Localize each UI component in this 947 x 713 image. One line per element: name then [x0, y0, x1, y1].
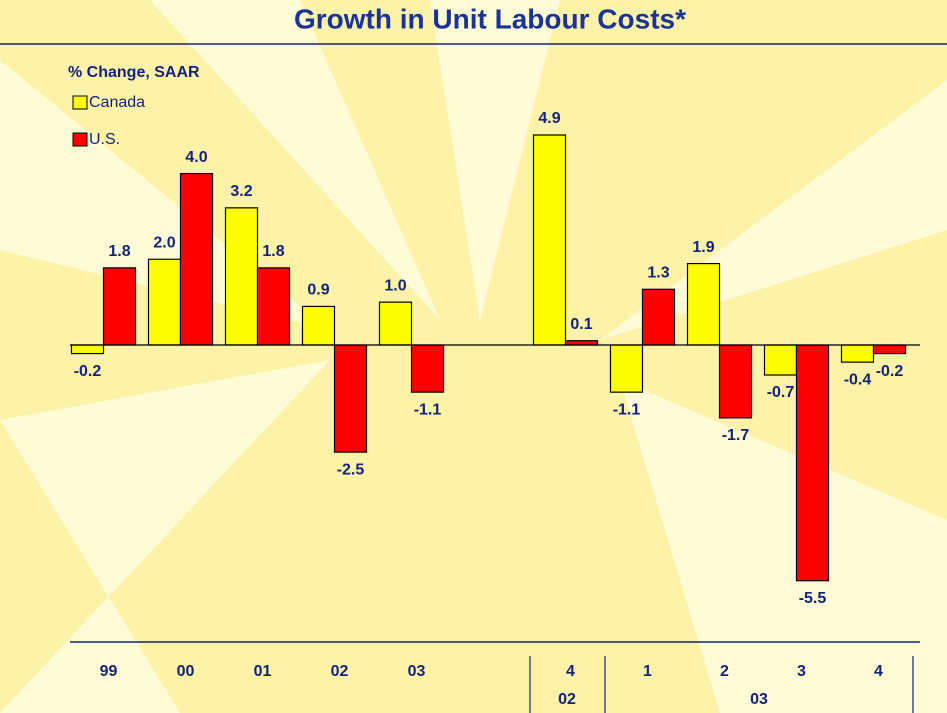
x-tick-label: 02	[331, 663, 349, 680]
legend-swatch	[72, 132, 88, 147]
x-tick-label: 00	[177, 663, 195, 680]
legend-label: U.S.	[89, 131, 120, 148]
bar	[179, 172, 214, 346]
data-label: 1.8	[108, 243, 130, 260]
bar	[641, 288, 676, 346]
bar	[718, 344, 753, 419]
bar	[872, 344, 907, 355]
bar	[609, 344, 644, 393]
x-tick-label: 3	[797, 663, 806, 680]
data-label: -0.2	[876, 363, 904, 380]
x-tick-label: 03	[408, 663, 426, 680]
bar	[70, 344, 105, 355]
bar	[102, 267, 137, 346]
bar	[333, 344, 368, 453]
x-tick-label: 2	[720, 663, 729, 680]
bar	[686, 262, 721, 346]
legend-label: Canada	[89, 94, 145, 111]
x-tick-label: 1	[643, 663, 652, 680]
data-label: -5.5	[799, 590, 827, 607]
data-label: -1.1	[613, 401, 641, 418]
data-label: 0.9	[307, 282, 329, 299]
data-label: 0.1	[570, 316, 592, 333]
data-label: 2.0	[153, 235, 175, 252]
y-axis-label: % Change, SAAR	[68, 64, 200, 81]
x-tick-label: 4	[874, 663, 883, 680]
bar	[532, 134, 567, 346]
data-label: 1.0	[384, 277, 406, 294]
data-label: -1.1	[414, 401, 442, 418]
data-label: 1.9	[692, 239, 714, 256]
bar	[147, 258, 182, 346]
data-label: -1.7	[722, 427, 750, 444]
x-tick-label: 99	[100, 663, 118, 680]
x-tick-label: 4	[566, 663, 575, 680]
data-label: -0.7	[767, 384, 795, 401]
group-label: 02	[558, 691, 576, 708]
bar	[840, 344, 875, 363]
bar	[224, 207, 259, 346]
bar	[763, 344, 798, 376]
bar	[378, 301, 413, 346]
data-label: 4.0	[185, 149, 207, 166]
data-label: 1.8	[262, 243, 284, 260]
x-tick-label: 01	[254, 663, 272, 680]
data-label: -2.5	[337, 461, 365, 478]
bar	[256, 267, 291, 346]
chart-title: Growth in Unit Labour Costs*	[294, 3, 686, 34]
data-label: -0.2	[74, 363, 102, 380]
bar	[564, 340, 599, 346]
bar	[301, 305, 336, 346]
bar	[410, 344, 445, 393]
data-label: 4.9	[538, 110, 560, 127]
data-label: 1.3	[647, 265, 669, 282]
data-label: -0.4	[844, 371, 872, 388]
group-label: 03	[750, 691, 768, 708]
bar	[795, 344, 830, 582]
legend-swatch	[72, 95, 88, 110]
data-label: 3.2	[230, 183, 252, 200]
